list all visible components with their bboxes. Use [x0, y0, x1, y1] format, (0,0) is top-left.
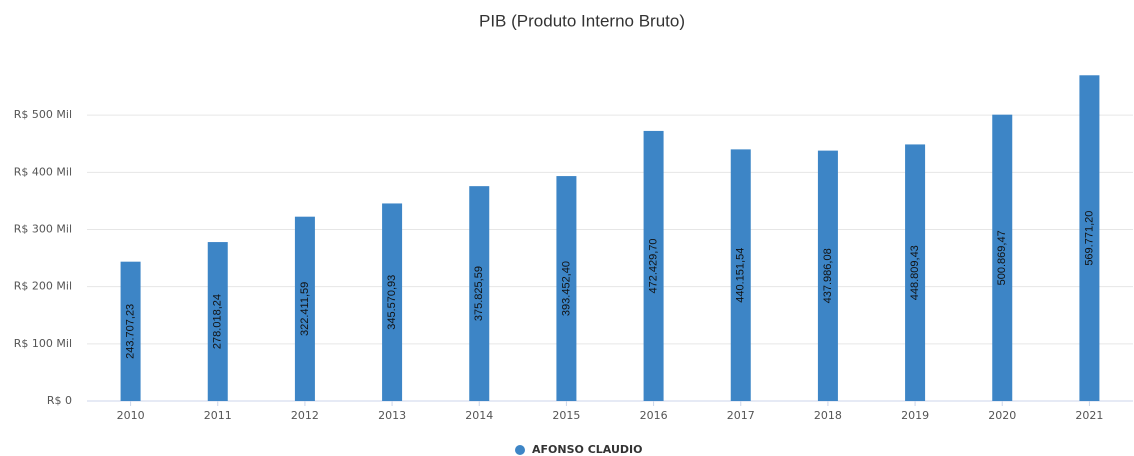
x-tick-label: 2012 [291, 409, 319, 422]
bar [207, 242, 228, 401]
data-label: 345.570,93 [386, 275, 398, 330]
data-label: 500.869,47 [996, 230, 1008, 285]
x-tick-label: 2010 [117, 409, 145, 422]
y-tick-label: R$ 300 Mil [14, 223, 72, 236]
data-label: 375.825,59 [473, 266, 485, 321]
data-label: 393.452,40 [560, 261, 572, 316]
bar [469, 186, 490, 401]
x-tick-label: 2020 [988, 409, 1016, 422]
x-tick-label: 2021 [1075, 409, 1103, 422]
y-tick-label: R$ 200 Mil [14, 280, 72, 293]
x-tick-label: 2018 [814, 409, 842, 422]
data-label: 243.707,23 [124, 304, 136, 359]
x-tick-label: 2014 [465, 409, 493, 422]
legend-marker [515, 445, 525, 455]
y-tick-label: R$ 500 Mil [14, 108, 72, 121]
bar [730, 149, 751, 401]
x-tick-label: 2016 [640, 409, 668, 422]
bar [1079, 75, 1100, 402]
y-tick-label: R$ 100 Mil [14, 337, 72, 350]
data-label: 472.429,70 [647, 238, 659, 293]
x-tick-label: 2011 [204, 409, 232, 422]
bar [643, 130, 664, 402]
legend-label: AFONSO CLAUDIO [532, 443, 642, 456]
y-tick-label: R$ 0 [47, 394, 72, 407]
y-tick-label: R$ 400 Mil [14, 165, 72, 178]
chart-title: PIB (Produto Interno Bruto) [479, 11, 685, 30]
x-tick-label: 2017 [727, 409, 755, 422]
data-label: 278.018,24 [212, 294, 224, 349]
x-tick-label: 2013 [378, 409, 406, 422]
bar [120, 261, 141, 401]
bar [905, 144, 926, 401]
bar [556, 176, 577, 401]
bar [817, 150, 838, 401]
data-label: 569.771,20 [1083, 211, 1095, 266]
bar [992, 114, 1013, 401]
data-label: 440.151,54 [735, 248, 747, 303]
data-label: 322.411,59 [299, 282, 311, 336]
x-tick-label: 2019 [901, 409, 929, 422]
bar [382, 203, 403, 401]
data-label: 448.809,43 [909, 245, 921, 300]
data-label: 437.986,08 [822, 248, 834, 303]
x-tick-label: 2015 [552, 409, 580, 422]
bar [294, 216, 315, 401]
